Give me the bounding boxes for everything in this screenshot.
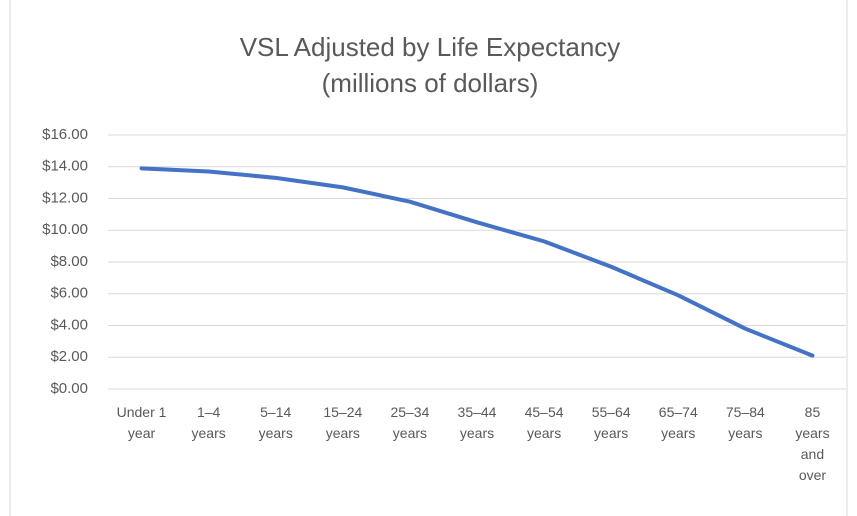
x-tick-label: 5–14 years (258, 404, 293, 441)
y-tick-label: $2.00 (50, 348, 88, 365)
x-tick-label: 1–4 years (191, 404, 226, 441)
x-tick-label: 25–34 years (390, 404, 430, 441)
x-tick-label: 15–24 years (323, 404, 363, 441)
x-tick-label: 35–44 years (457, 404, 497, 441)
x-tick-label: 45–54 years (524, 404, 564, 441)
x-tick-label: 65–74 years (658, 404, 698, 441)
y-tick-label: $14.00 (42, 158, 88, 175)
y-tick-label: $10.00 (42, 221, 88, 238)
y-tick-label: $16.00 (42, 126, 88, 143)
x-tick-label: 55–64 years (591, 404, 631, 441)
y-tick-label: $12.00 (42, 189, 88, 206)
chart-subtitle: (millions of dollars) (322, 68, 539, 98)
chart-title: VSL Adjusted by Life Expectancy (240, 32, 621, 62)
y-tick-label: $8.00 (50, 253, 88, 270)
x-tick-label: Under 1 year (116, 404, 167, 441)
chart-frame (9, 0, 848, 516)
data-line (139, 166, 815, 358)
y-tick-label: $6.00 (50, 285, 88, 302)
y-tick-label: $4.00 (50, 316, 88, 333)
x-tick-label: 75–84 years (725, 404, 765, 441)
x-tick-label: 85 years and over (795, 404, 830, 483)
y-tick-label: $0.00 (50, 380, 88, 397)
